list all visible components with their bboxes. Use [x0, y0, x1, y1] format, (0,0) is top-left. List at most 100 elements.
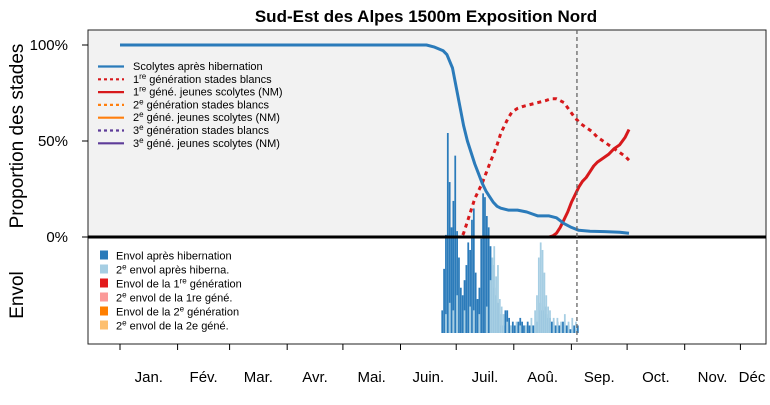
flight-bar — [478, 287, 481, 333]
x-axis: Jan. Fév. Mar. Avr. Mai. Juin. Juil. Aoû. Sep. Oc… — [119, 344, 766, 386]
flight-bar — [552, 317, 555, 333]
flight-bar — [493, 246, 496, 333]
flight-bar — [563, 314, 566, 333]
flight-bar — [469, 249, 471, 333]
flight-bar — [532, 325, 535, 333]
x-tick-label: Mar. — [244, 369, 273, 386]
flight-bar — [524, 325, 527, 333]
legend-label: 2e géné. jeunes scolytes (NM) — [133, 110, 280, 124]
x-tick-label: Fév. — [190, 369, 218, 386]
flight-bar — [446, 133, 449, 333]
legend-label: 3e géné. jeunes scolytes (NM) — [133, 136, 280, 150]
x-tick-label: Jan. — [135, 369, 163, 386]
flight-bar — [571, 317, 574, 333]
flight-bar — [526, 321, 529, 333]
flight-bar — [476, 299, 479, 333]
flight-bar — [511, 321, 514, 333]
flight-bar — [443, 268, 445, 333]
flight-bar — [558, 325, 561, 333]
y-tick-label: 50% — [38, 133, 68, 150]
flight-bar — [545, 295, 548, 333]
flight-bar — [461, 295, 464, 333]
flight-bar — [463, 310, 466, 333]
flight-bar — [536, 295, 538, 333]
bars-layer — [441, 133, 579, 333]
legend-swatch — [100, 306, 108, 316]
legend-label: Envol après hibernation — [116, 251, 232, 263]
x-tick-label: Déc — [739, 369, 766, 386]
flight-bar — [478, 314, 481, 333]
flight-bar — [456, 295, 458, 333]
flight-bar — [456, 231, 458, 333]
flight-bar — [523, 325, 525, 333]
flight-bar — [506, 321, 509, 333]
envol-axis-label: Envol — [7, 271, 28, 319]
x-tick-label: Juil. — [472, 369, 499, 386]
flight-bar — [539, 242, 542, 333]
legend-label: Envol de la 2e génération — [116, 305, 239, 319]
flight-bar — [556, 317, 559, 333]
legend-label: 1re génération stades blancs — [133, 72, 272, 86]
flight-bar — [567, 321, 570, 333]
flight-bar — [549, 310, 551, 333]
flight-bar — [554, 325, 557, 333]
flight-bar — [485, 306, 488, 333]
flight-bar — [504, 310, 507, 333]
flight-bar — [519, 325, 522, 333]
legend-swatch — [100, 278, 108, 288]
y-axis-label: Proportion des stades — [7, 44, 28, 229]
flight-bar — [482, 193, 484, 333]
flight-bar — [521, 321, 523, 333]
flight-bar — [445, 314, 447, 333]
flight-bar — [573, 325, 576, 333]
proportion-panel — [87, 29, 767, 238]
y-tick-label: 100% — [30, 37, 68, 54]
flight-bar — [530, 317, 533, 333]
series-line — [120, 128, 631, 239]
flight-bar — [576, 325, 579, 333]
flight-bar — [510, 325, 512, 333]
flight-bar — [448, 182, 451, 333]
envol-panel — [87, 236, 767, 345]
flight-bar — [575, 321, 577, 333]
legend-label: Envol de la 1re génération — [116, 277, 242, 291]
chart-title: Sud-Est des Alpes 1500m Exposition Nord — [255, 7, 597, 26]
flight-bar — [502, 314, 505, 333]
flight-bar — [474, 272, 477, 333]
flight-bar — [528, 325, 531, 333]
x-tick-label: Sep. — [584, 369, 615, 386]
flight-bar — [565, 325, 568, 333]
flight-bar — [550, 321, 553, 333]
flight-bar — [517, 321, 520, 333]
x-tick-label: Mai. — [358, 369, 386, 386]
flight-bar — [500, 306, 503, 333]
flight-bar — [452, 310, 455, 333]
legend-swatch — [100, 320, 108, 330]
legend-swatch — [100, 292, 108, 302]
flight-bar — [489, 280, 492, 333]
y-ticks: 100% 50% 0% — [30, 37, 88, 246]
x-tick-label: Aoû. — [527, 369, 558, 386]
flight-bar — [543, 272, 546, 333]
y-tick-label: 0% — [46, 229, 68, 246]
flight-bar — [497, 265, 499, 333]
flight-bar — [484, 197, 486, 333]
flight-bar — [441, 310, 444, 333]
flight-bar — [498, 299, 501, 333]
flight-bar — [467, 242, 470, 333]
flight-bar — [465, 265, 468, 333]
legend-swatch — [100, 250, 108, 260]
flight-bar — [469, 306, 471, 333]
flight-bar — [485, 216, 488, 333]
legend-label: 3e génération stades blancs — [133, 123, 269, 137]
x-tick-label: Nov. — [698, 369, 728, 386]
legend-label: 2e envol de la 1re géné. — [116, 291, 232, 305]
flight-bar — [560, 321, 563, 333]
flight-bar — [448, 302, 451, 333]
flight-bar — [463, 280, 466, 333]
flight-bar — [472, 208, 475, 333]
x-tick-label: Avr. — [302, 369, 328, 386]
flight-bar — [450, 227, 453, 333]
